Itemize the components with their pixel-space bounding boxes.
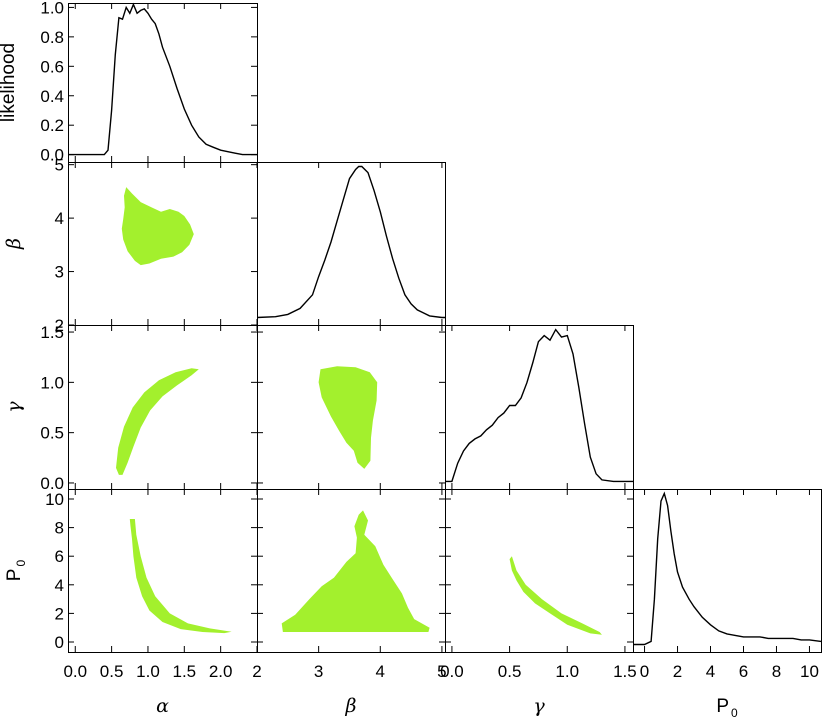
axis-title-alpha: α — [156, 695, 169, 717]
likelihood-tick-label: 0.6 — [40, 57, 64, 76]
panel-frame-2-2 — [445, 325, 634, 490]
axis-title-P0: P0 — [4, 560, 28, 582]
likelihood-tick-label: 0.8 — [40, 28, 64, 47]
y-tick-label-gamma: 0.5 — [40, 424, 64, 443]
y-tick-label-P0: 4 — [55, 576, 64, 595]
marginal-curve-gamma — [445, 328, 633, 483]
x-tick-label-gamma: 1.0 — [555, 662, 579, 681]
x-tick-label-alpha: 0.0 — [63, 662, 87, 681]
x-tick-label-alpha: 0.5 — [100, 662, 124, 681]
x-tick-label-beta: 4 — [376, 662, 385, 681]
x-tick-label-P0: 2 — [673, 662, 682, 681]
y-tick-label-P0: 10 — [45, 490, 64, 509]
likelihood-tick-label: 1.0 — [40, 0, 64, 17]
y-tick-label-beta: 2 — [55, 316, 64, 335]
y-tick-label-gamma: 0.0 — [40, 474, 64, 493]
panel-frame-0-0 — [68, 3, 258, 163]
x-tick-label-gamma: 0.0 — [440, 662, 464, 681]
marginal-curve-alpha — [68, 2, 257, 156]
axis-title-gamma: γ — [3, 401, 25, 413]
tick-layer: 0.0 0.5 1.0 1.5 2.0 3 4 52 0.0 0.5 1.0 1.5 0 2 4 6 8 1034… — [40, 0, 819, 681]
marginal-curve-P0 — [633, 491, 822, 646]
panel-frame-3-3 — [633, 489, 822, 653]
panel-frame-3-0 — [68, 489, 258, 653]
panel-frames — [68, 3, 822, 653]
contour-layer — [116, 187, 602, 635]
x-tick-label-beta: 5 — [437, 662, 446, 681]
axis-title-beta: β — [3, 238, 25, 250]
contour-alpha-P0 — [129, 519, 232, 634]
axis-title-beta: β — [345, 695, 357, 717]
panel-frame-3-2 — [445, 489, 634, 653]
x-tick-label-gamma: 0.5 — [498, 662, 522, 681]
contour-alpha-gamma — [116, 368, 199, 475]
x-tick-label-alpha: 2.0 — [209, 662, 233, 681]
y-tick-label-beta: 4 — [55, 209, 64, 228]
likelihood-tick-label: 0.4 — [40, 87, 64, 106]
x-tick-label-P0: 6 — [739, 662, 748, 681]
x-tick-label-alpha: 1.5 — [172, 662, 196, 681]
y-tick-label-beta: 5 — [55, 156, 64, 175]
panel-frame-2-0 — [68, 325, 258, 490]
contour-gamma-P0 — [509, 556, 602, 635]
x-tick-label-beta: 2 — [252, 662, 261, 681]
y-tick-label-gamma: 1.5 — [40, 323, 64, 342]
marginal-histogram-layer — [68, 2, 822, 646]
axis-label-layer: α β β γ γ P 0 P0 likelihood — [0, 43, 738, 720]
x-tick-label-alpha: 1.0 — [136, 662, 160, 681]
y-tick-label-P0: 8 — [55, 519, 64, 538]
x-tick-label-P0: 8 — [772, 662, 781, 681]
y-tick-label-P0: 2 — [55, 604, 64, 623]
axis-title-gamma: γ — [533, 695, 545, 717]
x-tick-label-P0: 10 — [800, 662, 819, 681]
contour-alpha-beta — [121, 187, 194, 266]
contour-beta-gamma — [318, 366, 378, 469]
y-tick-label-gamma: 1.0 — [40, 373, 64, 392]
y-tick-label-P0: 0 — [55, 633, 64, 652]
y-tick-label-beta: 3 — [55, 263, 64, 282]
likelihood-tick-label: 0.0 — [40, 146, 64, 165]
y-tick-label-P0: 6 — [55, 547, 64, 566]
panel-frame-1-1 — [257, 162, 446, 326]
likelihood-tick-label: 0.2 — [40, 116, 64, 135]
x-tick-label-beta: 3 — [314, 662, 323, 681]
axis-title-likelihood: likelihood — [0, 43, 19, 122]
contour-beta-P0 — [281, 510, 430, 632]
marginal-curve-beta — [256, 165, 445, 319]
x-tick-label-P0: 0 — [640, 662, 649, 681]
x-tick-label-gamma: 1.5 — [613, 662, 637, 681]
x-tick-label-P0: 4 — [706, 662, 715, 681]
